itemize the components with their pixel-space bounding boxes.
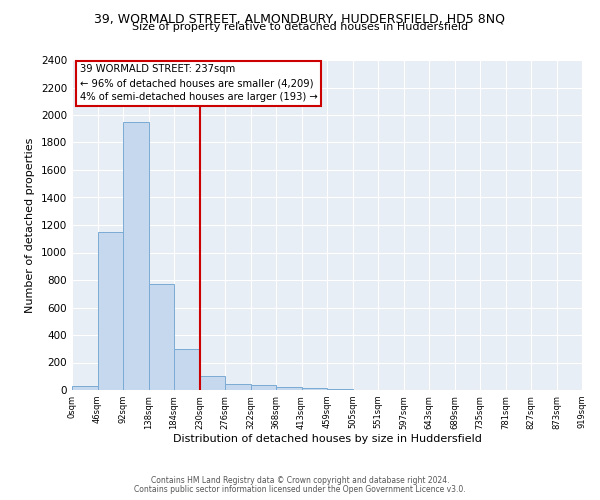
Bar	[276, 387, 302, 390]
Text: Contains HM Land Registry data © Crown copyright and database right 2024.: Contains HM Land Registry data © Crown c…	[151, 476, 449, 485]
Bar	[97, 232, 123, 390]
Text: Size of property relative to detached houses in Huddersfield: Size of property relative to detached ho…	[132, 22, 468, 32]
Bar	[302, 388, 327, 390]
Text: 39, WORMALD STREET, ALMONDBURY, HUDDERSFIELD, HD5 8NQ: 39, WORMALD STREET, ALMONDBURY, HUDDERSF…	[95, 12, 505, 26]
Bar	[199, 376, 225, 390]
Bar	[251, 385, 276, 390]
Text: Contains public sector information licensed under the Open Government Licence v3: Contains public sector information licen…	[134, 484, 466, 494]
Bar	[123, 122, 149, 390]
X-axis label: Distribution of detached houses by size in Huddersfield: Distribution of detached houses by size …	[173, 434, 481, 444]
Bar	[225, 384, 251, 390]
Y-axis label: Number of detached properties: Number of detached properties	[25, 138, 35, 312]
Bar	[149, 284, 174, 390]
Text: 39 WORMALD STREET: 237sqm
← 96% of detached houses are smaller (4,209)
4% of sem: 39 WORMALD STREET: 237sqm ← 96% of detac…	[80, 64, 317, 102]
Bar	[72, 386, 97, 390]
Bar	[174, 349, 199, 390]
